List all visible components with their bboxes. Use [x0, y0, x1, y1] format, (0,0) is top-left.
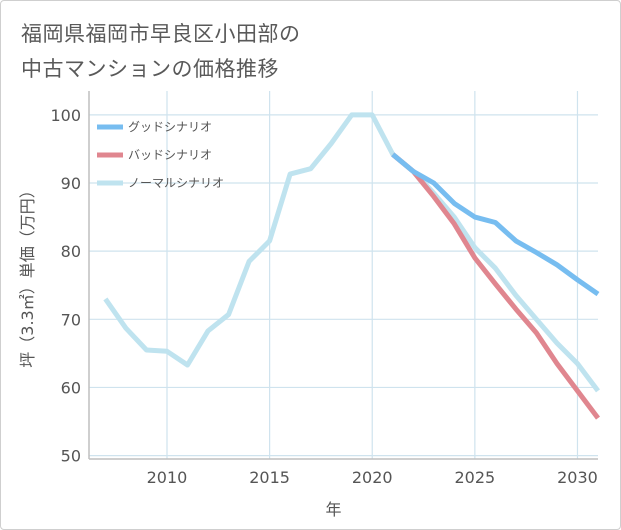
x-tick-label: 2030	[557, 468, 598, 487]
chart-title-line-2: 中古マンションの価格推移	[21, 57, 279, 81]
tick-labels: 2010 2015 2020 2025 2030 50 60 70 80 90 100	[50, 106, 597, 487]
y-tick-label: 100	[50, 106, 81, 125]
legend-label: ノーマルシナリオ	[128, 176, 224, 190]
plot-area	[89, 91, 598, 459]
grid-lines	[89, 91, 598, 459]
series-line-good	[391, 152, 600, 297]
chart-title: 福岡県福岡市早良区小田部の 中古マンションの価格推移	[21, 17, 301, 87]
y-tick-label: 60	[61, 378, 81, 397]
x-axis-title: 年	[325, 500, 341, 519]
x-tick-label: 2010	[147, 468, 188, 487]
y-tick-label: 80	[61, 242, 81, 261]
y-tick-label: 90	[61, 174, 81, 193]
x-tick-label: 2020	[352, 468, 393, 487]
x-tick-label: 2015	[249, 468, 290, 487]
series-line-bad	[391, 152, 600, 420]
legend-label: バッドシナリオ	[128, 148, 212, 162]
series-lines	[103, 112, 600, 420]
chart-title-line-1: 福岡県福岡市早良区小田部の	[21, 22, 301, 46]
legend-label: グッドシナリオ	[128, 120, 212, 134]
y-axis-title: 坪（3.3㎡）単価（万円）	[18, 182, 37, 367]
axes	[88, 91, 598, 460]
y-tick-label: 50	[61, 447, 81, 466]
y-tick-label: 70	[61, 310, 81, 329]
x-tick-label: 2025	[454, 468, 495, 487]
series-line-normal	[103, 112, 600, 393]
plot-background	[89, 91, 598, 459]
